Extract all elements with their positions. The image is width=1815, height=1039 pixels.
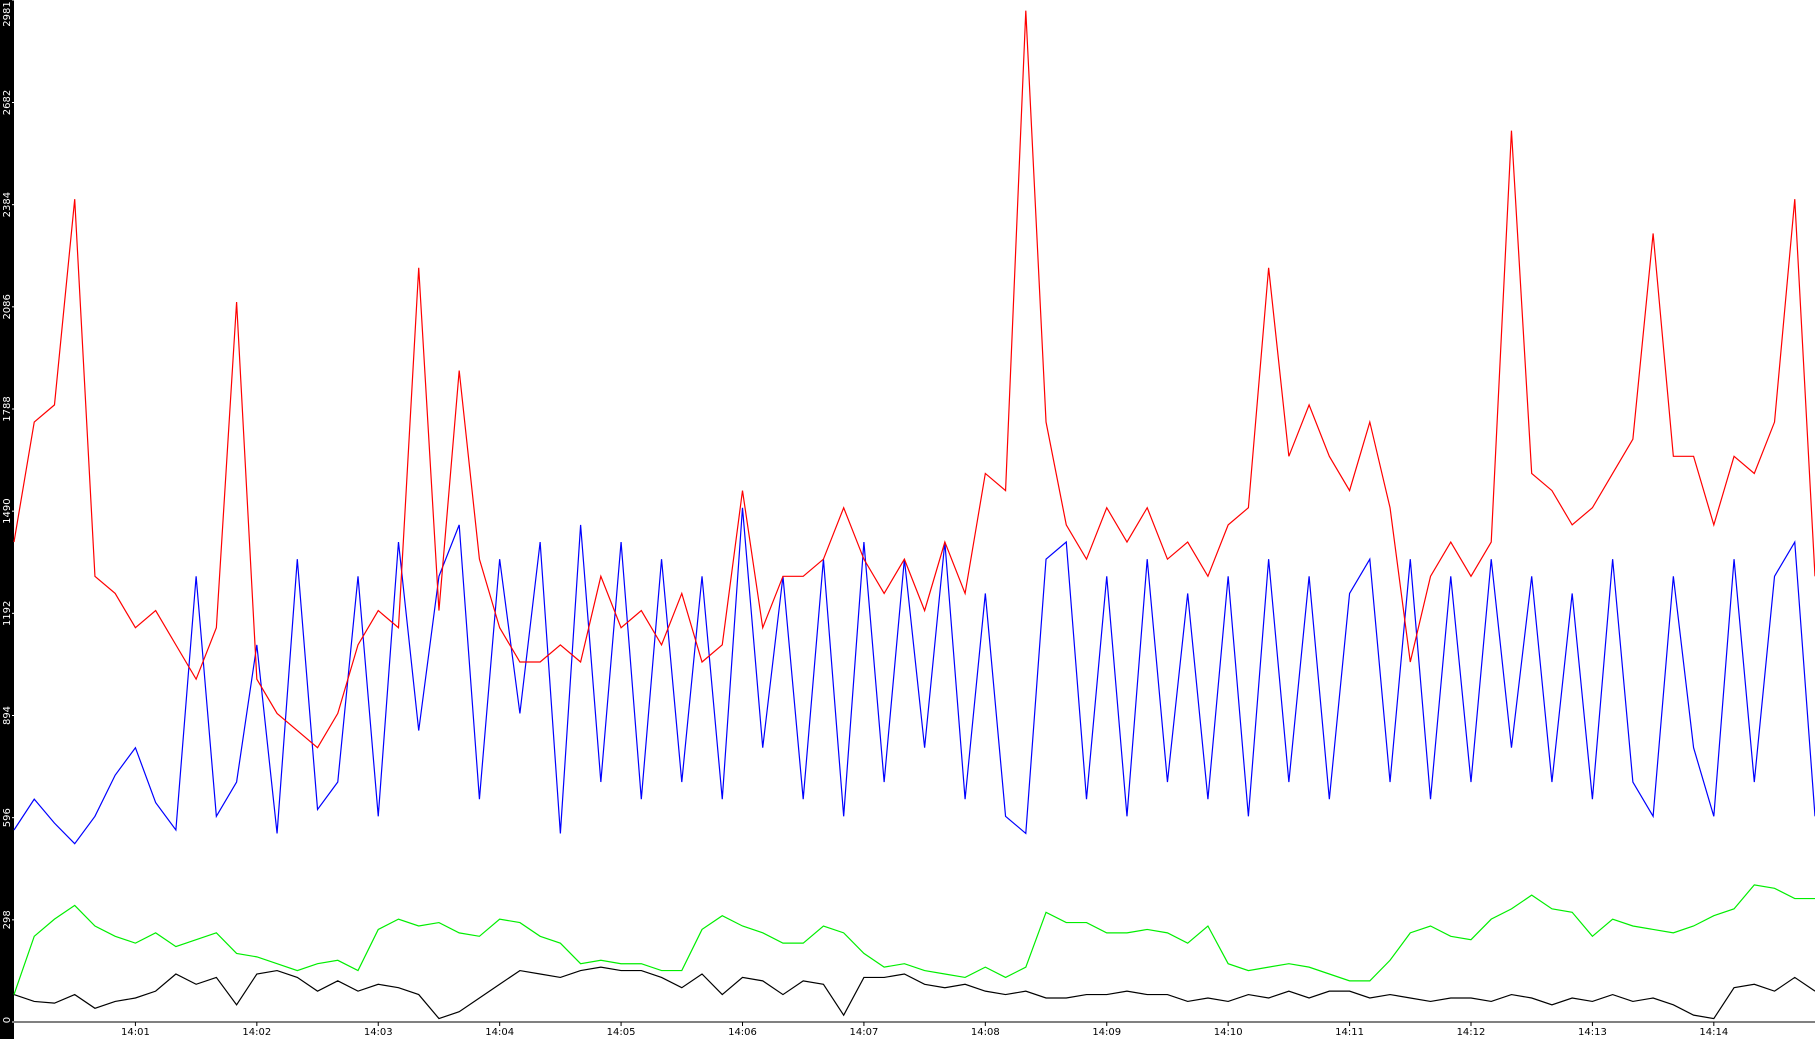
y-tick-label: 298 xyxy=(2,910,13,929)
y-tick-label: 2086 xyxy=(2,294,13,319)
x-tick-label: 14:14 xyxy=(1699,1027,1728,1038)
x-tick-label: 14:01 xyxy=(121,1027,150,1038)
x-tick-label: 14:09 xyxy=(1092,1027,1121,1038)
y-tick-label: 0 xyxy=(2,1017,13,1023)
series-line xyxy=(13,507,1815,845)
y-tick-label: 596 xyxy=(2,808,13,827)
x-tick-label: 14:05 xyxy=(607,1027,636,1038)
x-tick-label: 14:04 xyxy=(485,1027,514,1038)
y-axis-strip xyxy=(0,0,14,1039)
y-tick-label: 1788 xyxy=(2,396,13,421)
y-tick-label: 1192 xyxy=(2,601,13,626)
x-tick-label: 14:13 xyxy=(1578,1027,1607,1038)
x-tick-label: 14:11 xyxy=(1335,1027,1364,1038)
y-tick-label: 2682 xyxy=(2,90,13,115)
y-tick-label: 894 xyxy=(2,706,13,725)
series-line xyxy=(13,884,1815,995)
x-tick-label: 14:08 xyxy=(971,1027,1000,1038)
x-tick-label: 14:12 xyxy=(1457,1027,1486,1038)
x-tick-label: 14:02 xyxy=(242,1027,271,1038)
y-tick-label: 2384 xyxy=(2,192,13,217)
y-tick-label: 1490 xyxy=(2,498,13,523)
series-line xyxy=(13,966,1815,1020)
x-tick-label: 14:03 xyxy=(364,1027,393,1038)
x-tick-label: 14:06 xyxy=(728,1027,757,1038)
series-line xyxy=(13,10,1815,749)
y-tick-label: 2981 xyxy=(2,1,13,26)
x-tick-label: 14:07 xyxy=(849,1027,878,1038)
x-tick-label: 14:10 xyxy=(1214,1027,1243,1038)
